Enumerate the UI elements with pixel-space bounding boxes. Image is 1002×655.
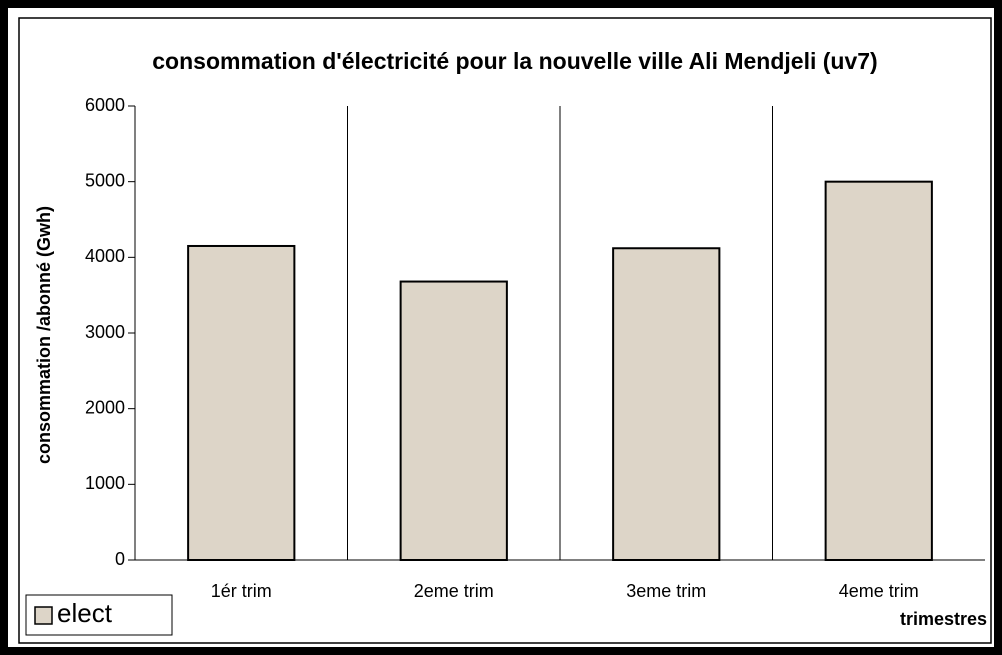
bar bbox=[612, 247, 721, 561]
y-tick-label: 4000 bbox=[85, 246, 125, 266]
bar bbox=[399, 280, 508, 561]
y-tick-label: 2000 bbox=[85, 397, 125, 417]
inner-frame bbox=[18, 17, 992, 644]
y-tick-label: 1000 bbox=[85, 473, 125, 493]
y-tick-label: 5000 bbox=[85, 170, 125, 190]
x-tick-label: 4eme trim bbox=[839, 581, 919, 601]
y-tick-label: 3000 bbox=[85, 322, 125, 342]
x-tick-label: 2eme trim bbox=[414, 581, 494, 601]
bar bbox=[187, 244, 296, 561]
y-tick-label: 6000 bbox=[85, 95, 125, 115]
legend-label: elect bbox=[57, 598, 113, 628]
y-axis-label: consommation /abonné (Gwh) bbox=[34, 206, 54, 464]
chart-title: consommation d'électricité pour la nouve… bbox=[152, 48, 878, 74]
x-tick-label: 1ér trim bbox=[211, 581, 272, 601]
x-axis-label: trimestres bbox=[900, 609, 987, 629]
bar bbox=[824, 180, 933, 562]
legend-swatch bbox=[34, 606, 53, 625]
y-tick-label: 0 bbox=[115, 549, 125, 569]
x-tick-label: 3eme trim bbox=[626, 581, 706, 601]
